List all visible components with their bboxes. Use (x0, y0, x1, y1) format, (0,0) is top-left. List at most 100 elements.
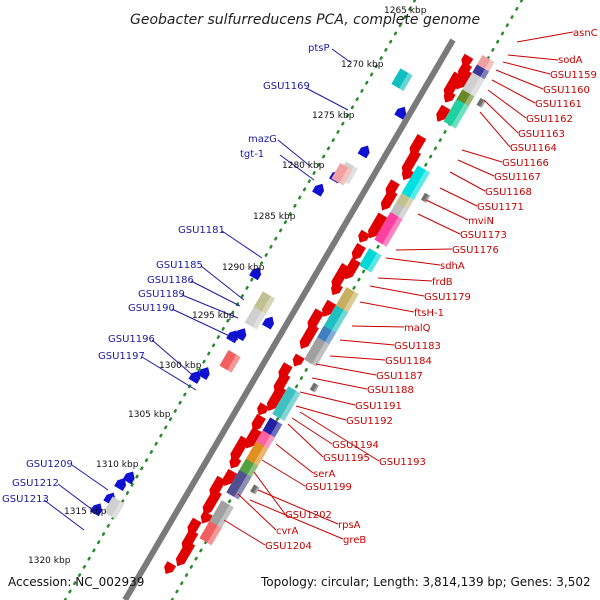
gene-label[interactable]: GSU1181 (178, 225, 225, 236)
gene-label[interactable]: GSU1168 (485, 187, 532, 198)
gene-label[interactable]: serA (313, 469, 335, 480)
reverse-gene-arrow[interactable] (90, 501, 105, 517)
forward-gene-arrow[interactable] (242, 426, 262, 451)
gene-label[interactable]: GSU1193 (379, 457, 426, 468)
gene-label[interactable]: GSU1184 (385, 356, 432, 367)
gene-label[interactable]: GSU1190 (128, 303, 175, 314)
reverse-gene-box[interactable] (331, 162, 353, 186)
gene-label[interactable]: GSU1161 (535, 99, 582, 110)
gene-label[interactable]: GSU1162 (526, 114, 573, 125)
forward-gene-arrow[interactable] (341, 257, 361, 282)
gene-label[interactable]: GSU1197 (98, 351, 145, 362)
gene-label[interactable]: tgt-1 (240, 149, 264, 160)
gene-label[interactable]: malQ (404, 323, 431, 334)
forward-gene-arrow[interactable] (441, 89, 456, 105)
gene-label[interactable]: ftsH-1 (414, 308, 444, 319)
gene-label[interactable]: GSU1167 (494, 172, 541, 183)
gene-label[interactable]: ptsP (308, 43, 330, 54)
gene-label[interactable]: sdhA (440, 261, 465, 272)
reverse-gene-arrow[interactable] (249, 265, 264, 281)
gene-label[interactable]: GSU1191 (355, 401, 402, 412)
gene-label[interactable]: GSU1202 (285, 510, 332, 521)
forward-gene-box[interactable] (199, 520, 222, 546)
forward-gene-arrow[interactable] (264, 385, 287, 413)
forward-gene-arrow[interactable] (173, 540, 196, 568)
forward-gene-arrow[interactable] (198, 510, 213, 526)
reverse-gene-box[interactable] (253, 291, 275, 314)
gene-label[interactable]: cvrA (276, 526, 299, 537)
forward-gene-arrow[interactable] (452, 68, 472, 92)
forward-gene-arrow[interactable] (328, 282, 343, 297)
reverse-gene-box[interactable] (244, 306, 266, 330)
gene-label[interactable]: sodA (558, 55, 583, 66)
forward-gene-arrow[interactable] (220, 468, 238, 489)
gene-label[interactable]: greB (343, 535, 366, 546)
gene-label[interactable]: GSU1204 (265, 541, 312, 552)
forward-gene-arrow[interactable] (349, 242, 366, 263)
gene-label[interactable]: rpsA (338, 520, 361, 531)
forward-gene-arrow[interactable] (297, 323, 319, 351)
gene-label[interactable]: GSU1176 (452, 245, 499, 256)
reverse-gene-arrow[interactable] (114, 476, 129, 491)
reverse-gene-box[interactable] (391, 68, 413, 91)
gene-box-small[interactable] (250, 484, 260, 495)
gene-label[interactable]: GSU1173 (460, 230, 507, 241)
gene-label[interactable]: GSU1196 (108, 334, 155, 345)
gene-label[interactable]: GSU1212 (12, 478, 59, 489)
gene-label[interactable]: mviN (468, 216, 494, 227)
gene-label[interactable]: GSU1160 (543, 85, 590, 96)
gene-label[interactable]: GSU1164 (510, 143, 557, 154)
forward-gene-arrow[interactable] (319, 299, 337, 320)
gene-box-small[interactable] (476, 97, 486, 108)
gene-label[interactable]: GSU1159 (550, 70, 597, 81)
gene-label[interactable]: GSU1166 (502, 158, 549, 169)
gene-label[interactable]: GSU1163 (518, 129, 565, 140)
reverse-gene-arrow[interactable] (262, 314, 277, 330)
gene-label[interactable]: GSU1194 (332, 440, 379, 451)
gene-label[interactable]: GSU1213 (2, 494, 49, 505)
gene-label[interactable]: GSU1188 (367, 385, 414, 396)
forward-gene-arrow[interactable] (200, 488, 222, 517)
forward-gene-box[interactable] (226, 469, 252, 500)
gene-label[interactable]: GSU1189 (138, 289, 185, 300)
forward-gene-box[interactable] (443, 98, 469, 129)
forward-gene-arrow[interactable] (433, 104, 451, 125)
forward-gene-arrow[interactable] (161, 561, 177, 576)
gene-label[interactable]: GSU1187 (376, 371, 423, 382)
gene-label[interactable]: GSU1171 (477, 202, 524, 213)
gene-label[interactable]: asnC (573, 28, 598, 39)
forward-gene-box[interactable] (401, 165, 430, 201)
gene-label[interactable]: GSU1185 (156, 260, 203, 271)
forward-gene-box[interactable] (304, 337, 330, 367)
forward-gene-arrow[interactable] (249, 413, 266, 434)
gene-label[interactable]: GSU1183 (394, 341, 441, 352)
forward-gene-arrow[interactable] (254, 402, 270, 417)
reverse-gene-arrow[interactable] (122, 469, 138, 485)
reverse-gene-arrow[interactable] (234, 326, 249, 342)
forward-gene-arrow[interactable] (290, 353, 305, 369)
forward-gene-box[interactable] (359, 248, 382, 273)
reverse-gene-arrow[interactable] (312, 181, 327, 197)
forward-gene-arrow[interactable] (328, 263, 351, 291)
gene-label[interactable]: GSU1179 (424, 292, 471, 303)
gene-box-small[interactable] (309, 382, 319, 393)
forward-gene-arrow[interactable] (355, 229, 371, 245)
forward-gene-box[interactable] (374, 211, 403, 247)
reverse-gene-arrow[interactable] (357, 143, 373, 159)
gene-label[interactable]: mazG (248, 134, 277, 145)
gene-label[interactable]: GSU1186 (147, 275, 194, 286)
forward-gene-arrow[interactable] (227, 435, 250, 464)
reverse-gene-arrow[interactable] (197, 365, 213, 380)
forward-gene-arrow[interactable] (399, 167, 414, 182)
gene-label[interactable]: GSU1199 (305, 482, 352, 493)
gene-label[interactable]: GSU1192 (346, 416, 393, 427)
gene-box-small[interactable] (420, 192, 431, 203)
forward-gene-arrow[interactable] (227, 455, 242, 471)
gene-label[interactable]: GSU1195 (323, 453, 370, 464)
forward-gene-arrow[interactable] (365, 212, 388, 241)
reverse-gene-box[interactable] (219, 350, 241, 373)
reverse-gene-box[interactable] (103, 496, 125, 520)
gene-label[interactable]: frdB (432, 277, 453, 288)
forward-gene-arrow[interactable] (378, 189, 398, 213)
gene-label[interactable]: GSU1209 (26, 459, 73, 470)
